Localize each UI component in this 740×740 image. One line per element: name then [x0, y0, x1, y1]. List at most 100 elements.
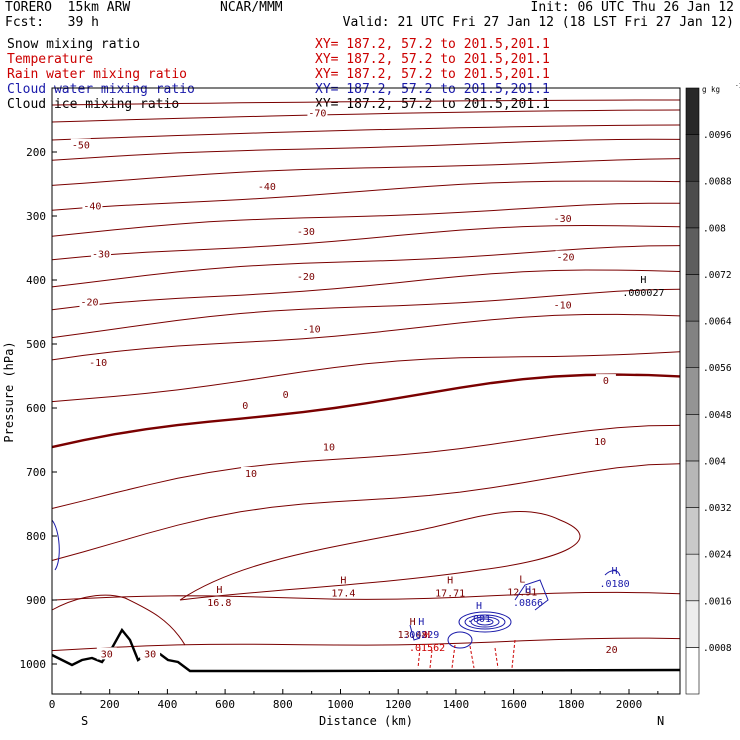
isotherm-lines [51, 99, 681, 652]
isotherm-label: 20 [606, 645, 618, 656]
isotherm-line [51, 424, 681, 509]
isotherm-line [51, 224, 681, 261]
extremum-value: 12.91 [507, 587, 537, 598]
isotherm-label-bg [307, 106, 328, 119]
field-name-temperature: Temperature [7, 52, 94, 67]
extremum-value: 16.8 [207, 598, 231, 609]
colorbar-tick-label: .0064 [703, 317, 732, 328]
isotherm-label-bg [590, 434, 611, 447]
y-tick-label: 500 [26, 338, 46, 351]
colorbar-tick-label: .0048 [703, 410, 732, 421]
isotherm-label-bg [79, 295, 100, 308]
isotherm-line [51, 158, 681, 186]
field-name-snow: Snow mixing ratio [7, 37, 141, 52]
colorbar-tick-label: .0072 [703, 270, 732, 281]
isotherm-label-bg [318, 440, 339, 453]
isotherm-label: 10 [594, 437, 606, 448]
extremum-value: .001 [467, 614, 491, 625]
x-tick-label: 2000 [616, 698, 643, 711]
isotherm-label-bg [96, 647, 117, 660]
extremum-value: .000027 [622, 288, 664, 299]
isotherm-label: -10 [89, 358, 107, 369]
endpoint-south: S [81, 714, 88, 728]
isotherm-label: 10 [245, 469, 257, 480]
isotherm-label-bg [295, 269, 316, 282]
endpoint-north: N [657, 714, 664, 728]
isotherm-label-bg [235, 399, 256, 412]
rain-contour [451, 644, 456, 669]
isotherm-line [51, 594, 186, 646]
rain-contour [494, 647, 499, 669]
isotherm-label: 30 [101, 649, 113, 660]
extremum-mark: H [340, 576, 346, 587]
colorbar-segment [685, 553, 700, 602]
cloud-water-contour [447, 631, 473, 649]
isotherm-label: -20 [80, 297, 98, 308]
center-name: NCAR/MMM [220, 0, 283, 15]
y-tick-label: 700 [26, 466, 46, 479]
isotherm-line [51, 351, 681, 403]
terrain-profile [51, 627, 681, 673]
y-axis-label: Pressure (hPa) [2, 341, 16, 442]
colorbar-segment [685, 647, 700, 695]
isotherm-label: -40 [258, 182, 276, 193]
colorbar-segment [685, 460, 700, 508]
isotherm-label: 0 [603, 376, 609, 387]
colorbar-tick-label: .0088 [703, 177, 732, 188]
isotherm-label-bg [91, 247, 112, 260]
x-tick-label: 1800 [558, 698, 585, 711]
x-axis-label: Distance (km) [319, 714, 413, 728]
isotherm-label: -70 [308, 109, 326, 120]
x-tick-label: 400 [157, 698, 177, 711]
isotherm-label: -30 [554, 214, 572, 225]
isotherm-label: 10 [323, 443, 335, 454]
isotherm-label: -40 [83, 201, 101, 212]
init-time: Init: 06 UTC Thu 26 Jan 12 [530, 0, 735, 15]
axes: 0 200 400 600 800 1000 1200 1400 1600 1800 2000200… [20, 146, 659, 711]
y-tick-label: 200 [26, 146, 46, 159]
colorbar-tick-label: .004 [703, 456, 726, 467]
isotherm-label-bg [552, 212, 573, 225]
colorbar-segment [685, 320, 700, 368]
colorbar-unit-exponent: -1 [735, 83, 740, 90]
isotherm-line [51, 637, 681, 652]
extremum-mark: H [216, 585, 222, 596]
rain-contour [511, 639, 516, 669]
x-tick-label: 1000 [327, 698, 354, 711]
valid-time: Valid: 21 UTC Fri 27 Jan 12 (18 LST Fri … [342, 15, 734, 30]
rain-contours [417, 639, 516, 669]
extremum-value: .01562 [409, 643, 445, 654]
x-tick-label: 1600 [500, 698, 527, 711]
colorbar-segment [685, 87, 700, 135]
terrain-line [51, 627, 681, 673]
y-tick-label: 300 [26, 210, 46, 223]
extremum-mark: H [640, 275, 646, 286]
cloud-water-contours [51, 519, 621, 649]
y-tick-label: 1000 [20, 658, 47, 671]
colorbar-segment [685, 414, 700, 462]
field-name-rain: Rain water mixing ratio [7, 67, 188, 82]
isotherm-label: -30 [297, 227, 315, 238]
isotherm-label: -50 [72, 141, 90, 152]
isotherm-line [51, 313, 681, 361]
colorbar-segment [685, 227, 700, 275]
isotherm-label: -10 [554, 301, 572, 312]
isotherm-closed-contour [179, 510, 581, 601]
isotherm-line [51, 373, 681, 449]
colorbar-segment [685, 274, 700, 322]
y-tick-label: 800 [26, 530, 46, 543]
isotherm-label-bg [140, 647, 161, 660]
isotherm-label: -20 [297, 272, 315, 283]
colorbar-segment [685, 507, 700, 555]
cloud-water-contour [514, 579, 549, 611]
y-tick-label: 900 [26, 594, 46, 607]
plot-frame [51, 87, 681, 695]
extremum-value: .00229 [403, 630, 439, 641]
isotherm-label-bg [70, 138, 91, 151]
isotherm-line [51, 109, 681, 123]
colorbar-tick-label: .0096 [703, 130, 732, 141]
extremum-mark: H [410, 617, 416, 628]
model-name: TORERO 15km ARW [5, 0, 131, 15]
colorbar-tick-label: .0056 [703, 363, 732, 374]
